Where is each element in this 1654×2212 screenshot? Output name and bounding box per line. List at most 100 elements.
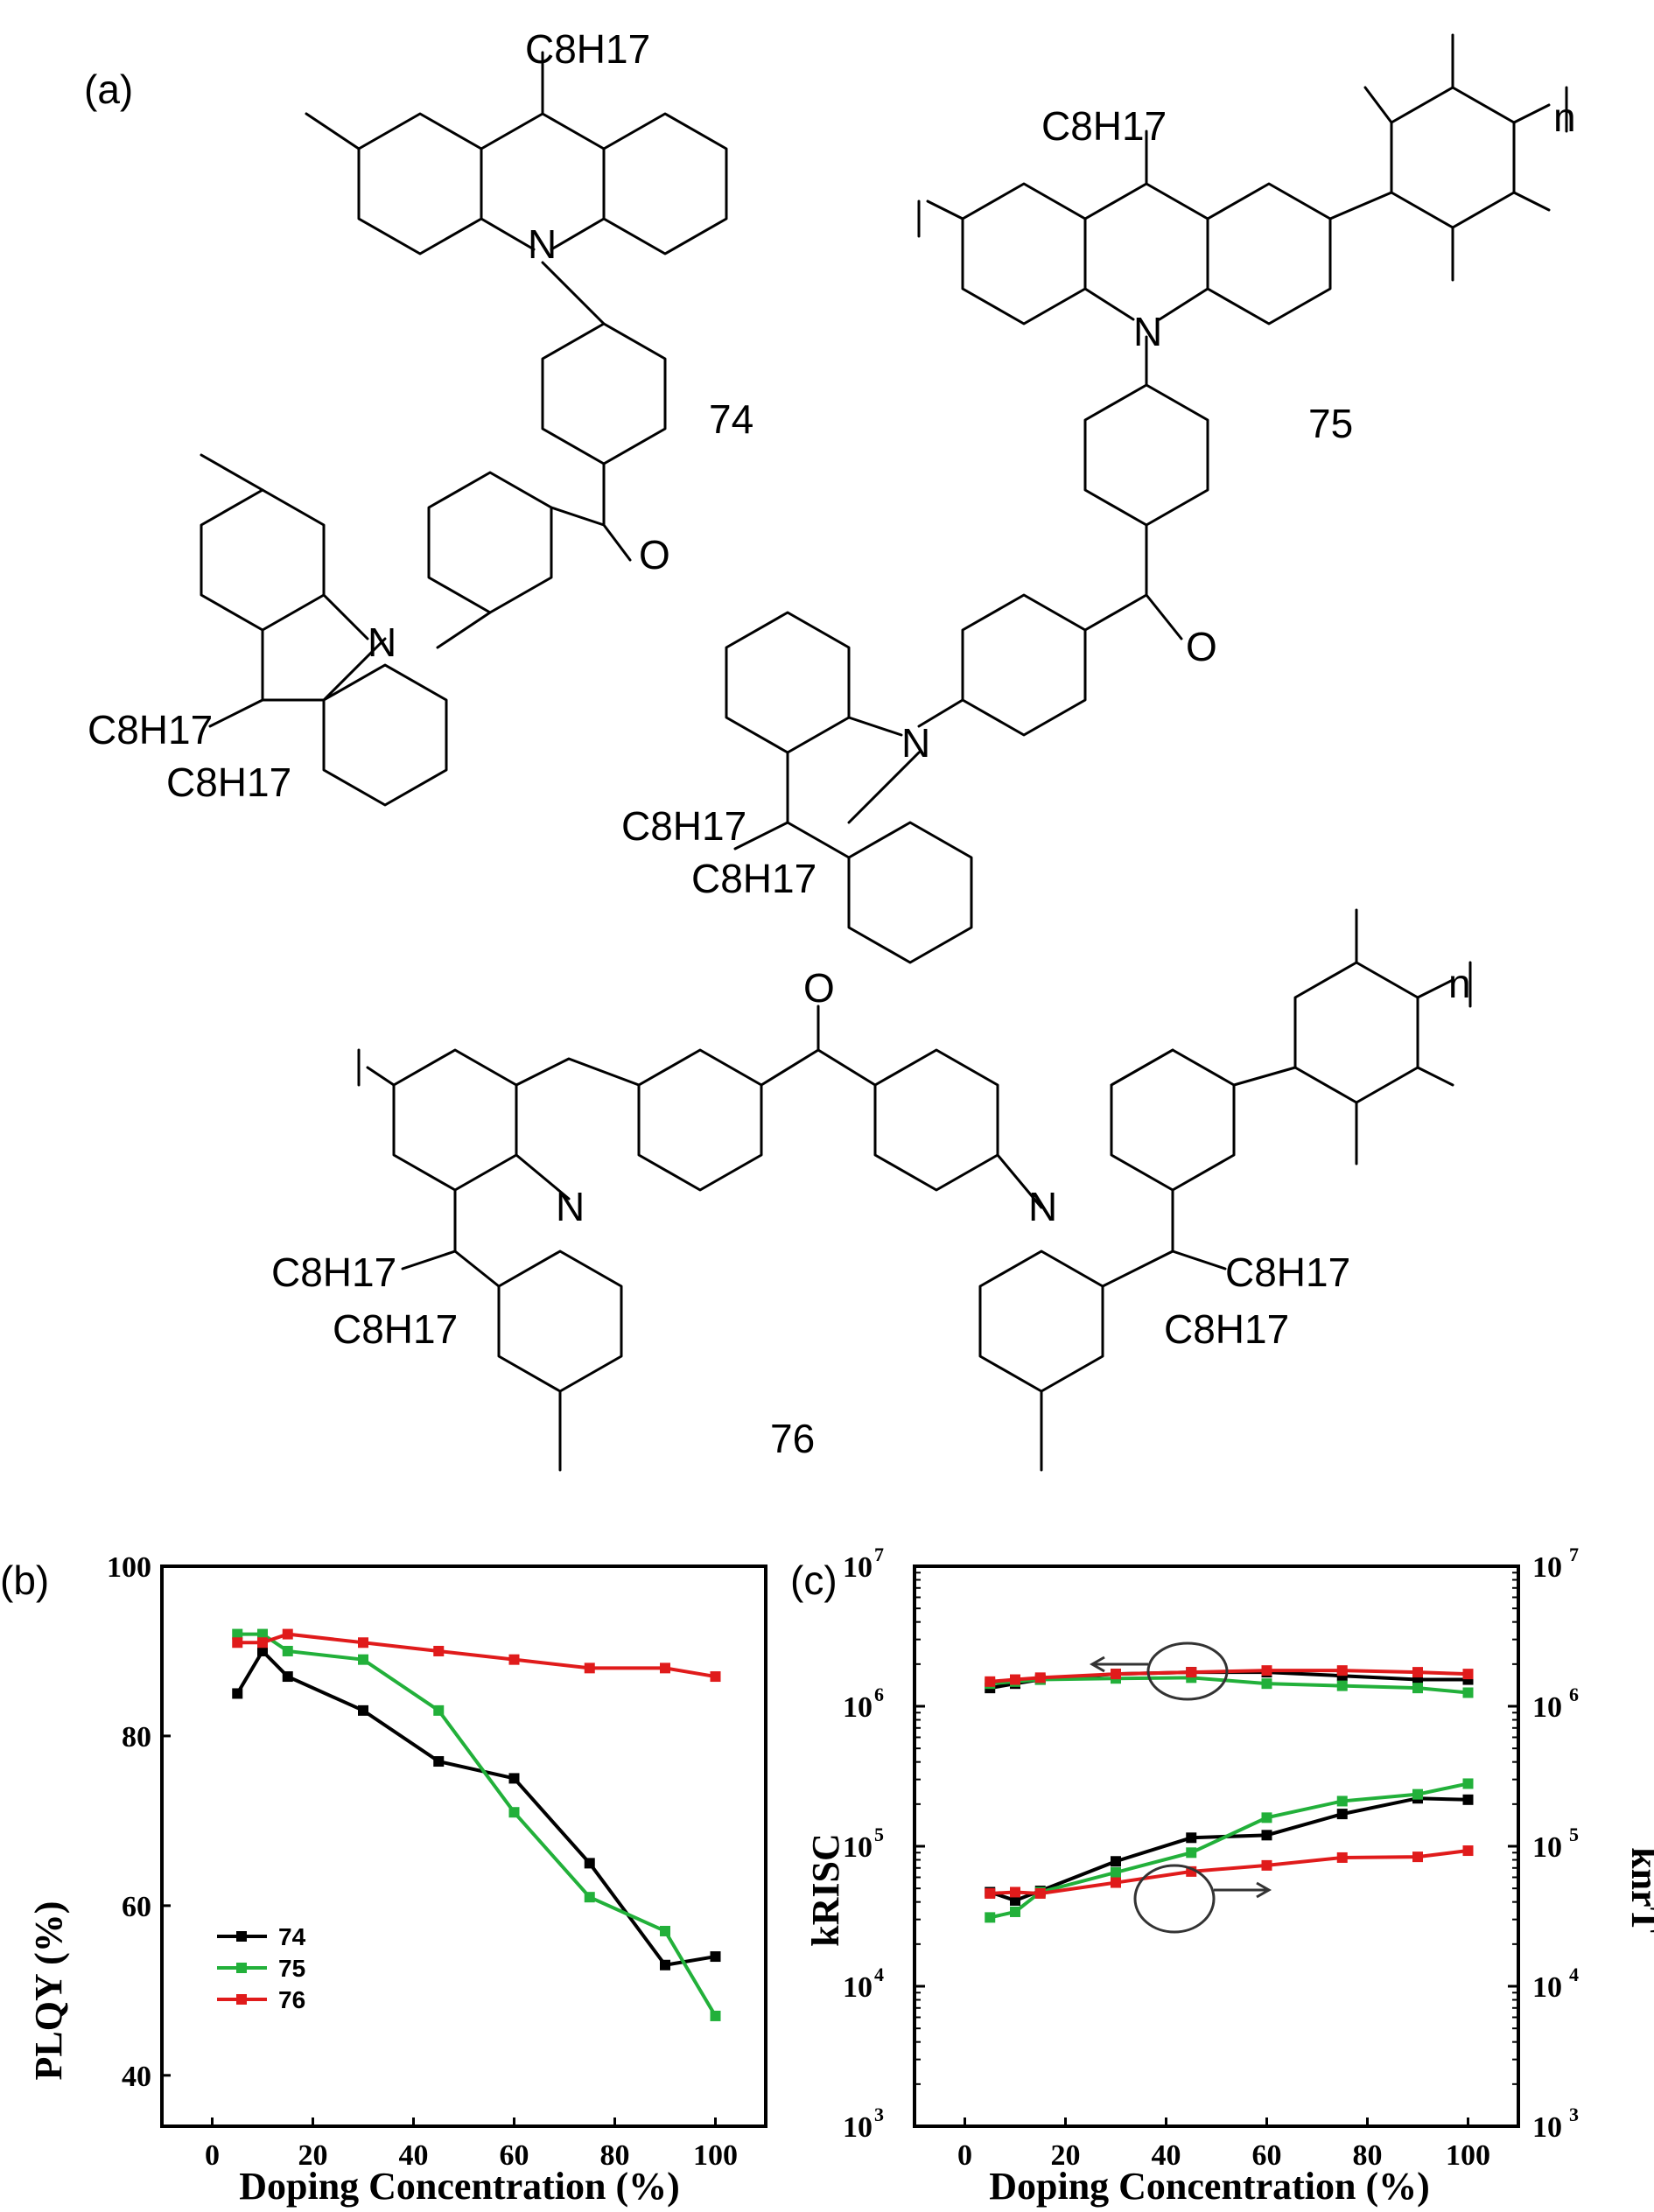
series-group	[985, 1665, 1474, 1923]
data-point	[358, 1637, 368, 1648]
legend-marker	[236, 1931, 247, 1942]
data-point	[985, 1676, 996, 1687]
repeat-index: n	[1448, 961, 1471, 1006]
data-point	[1111, 1856, 1121, 1867]
x-axis-title: Doping Concentration (%)	[239, 2165, 680, 2208]
atom-oxygen: O	[1186, 624, 1217, 669]
data-point	[508, 1654, 520, 1665]
ring	[1293, 961, 1419, 1104]
x-tick-label: 80	[600, 2139, 630, 2172]
data-point	[1261, 1812, 1272, 1824]
ring	[427, 471, 553, 614]
ring	[322, 663, 448, 807]
data-point	[660, 1959, 670, 1970]
panel-label-b: (b)	[0, 1558, 49, 1603]
data-point	[710, 2010, 721, 2021]
data-point	[710, 1951, 721, 1963]
x-tick-label: 20	[298, 2139, 328, 2172]
series-group	[232, 1628, 721, 2021]
ring	[873, 1048, 999, 1192]
data-point	[1261, 1859, 1272, 1871]
legend-marker	[236, 1994, 247, 2005]
y-tick-label: 80	[122, 1721, 151, 1754]
data-point	[282, 1671, 293, 1683]
y-axis-title-right: knrT	[1623, 1847, 1654, 1933]
substituent-label: C8H17	[1164, 1306, 1289, 1352]
atom-nitrogen: N	[528, 221, 557, 267]
ring	[602, 112, 728, 256]
x-tick-label: 60	[1252, 2139, 1282, 2172]
x-tick-label: 0	[957, 2139, 972, 2172]
data-point	[508, 1773, 520, 1784]
data-point	[1462, 1669, 1474, 1680]
substituent-label: C8H17	[1041, 103, 1167, 149]
substituent-label: C8H17	[333, 1306, 458, 1352]
y-tick-label: 60	[122, 1891, 151, 1923]
structures-panel: (a) N O N C8H17 C8H17 C8H17 74	[84, 26, 1576, 1472]
ring	[961, 182, 1087, 326]
y-axis-ticks: 40 60 80 100	[107, 1551, 171, 2093]
data-point	[1412, 1667, 1423, 1678]
chart-c: (c) kRISC knrT Doping Concentration (%) …	[790, 1544, 1654, 2208]
data-point	[1111, 1877, 1121, 1888]
y-tick-label-left: 10	[843, 1971, 873, 2004]
ring	[541, 322, 667, 466]
x-tick-label: 100	[1446, 2139, 1490, 2172]
data-point	[433, 1756, 445, 1768]
repeat-index: n	[1553, 94, 1576, 140]
atom-nitrogen: N	[1133, 309, 1162, 354]
atom-oxygen: O	[803, 965, 835, 1011]
data-point	[282, 1628, 293, 1640]
ring	[357, 112, 483, 256]
substituent-label: C8H17	[621, 803, 746, 849]
atom-nitrogen: N	[368, 620, 396, 665]
data-point	[1336, 1852, 1348, 1863]
substituent-label: C8H17	[691, 856, 816, 901]
data-point	[584, 1892, 595, 1903]
series-74	[232, 1645, 721, 1970]
y-tick-exponent-left: 6	[874, 1684, 884, 1705]
y-tick-exponent-right: 4	[1569, 1964, 1579, 1985]
ring	[1083, 383, 1209, 527]
data-point	[1462, 1845, 1474, 1857]
y-tick-exponent-left: 4	[874, 1964, 884, 1985]
ring	[200, 488, 326, 632]
compound-label-75: 75	[1308, 401, 1353, 446]
data-point	[257, 1645, 268, 1656]
data-point	[232, 1688, 243, 1699]
legend-label: 74	[278, 1923, 306, 1950]
x-axis-ticks: 0 20 40 60 80 100	[205, 2118, 738, 2172]
data-point	[1010, 1886, 1020, 1898]
ring	[1206, 182, 1332, 326]
ring	[392, 1048, 518, 1192]
structure-76: N N O C8H17 C8H17 C8H17 C8H17 76 n	[271, 908, 1472, 1472]
data-point	[1412, 1852, 1423, 1863]
bonds	[200, 51, 632, 728]
data-point	[1336, 1796, 1348, 1807]
panel-label-a: (a)	[84, 66, 133, 112]
ring	[1110, 1048, 1236, 1192]
series-line	[237, 1632, 718, 2017]
data-point	[508, 1807, 520, 1818]
bonds	[357, 908, 1472, 1472]
y-tick-label-left: 10	[843, 1831, 873, 1864]
substituent-label: C8H17	[166, 760, 291, 805]
series-line	[235, 1648, 716, 1967]
data-point	[584, 1858, 595, 1869]
data-point	[282, 1645, 293, 1656]
compound-label-74: 74	[709, 396, 753, 442]
series-76-left	[985, 1665, 1474, 1687]
x-tick-label: 40	[399, 2139, 429, 2172]
y-tick-label-right: 10	[1532, 1551, 1562, 1584]
y-tick-exponent-right: 3	[1569, 2104, 1579, 2125]
legend-label: 76	[278, 1986, 305, 2013]
substituent-label: C8H17	[525, 26, 650, 72]
data-point	[1186, 1832, 1197, 1844]
plot-frame	[160, 1564, 767, 2128]
data-point	[232, 1628, 243, 1640]
data-point	[1186, 1847, 1197, 1858]
data-point	[358, 1704, 368, 1716]
bonds	[733, 33, 1568, 859]
panel-label-c: (c)	[790, 1558, 838, 1603]
data-point	[1261, 1830, 1272, 1841]
